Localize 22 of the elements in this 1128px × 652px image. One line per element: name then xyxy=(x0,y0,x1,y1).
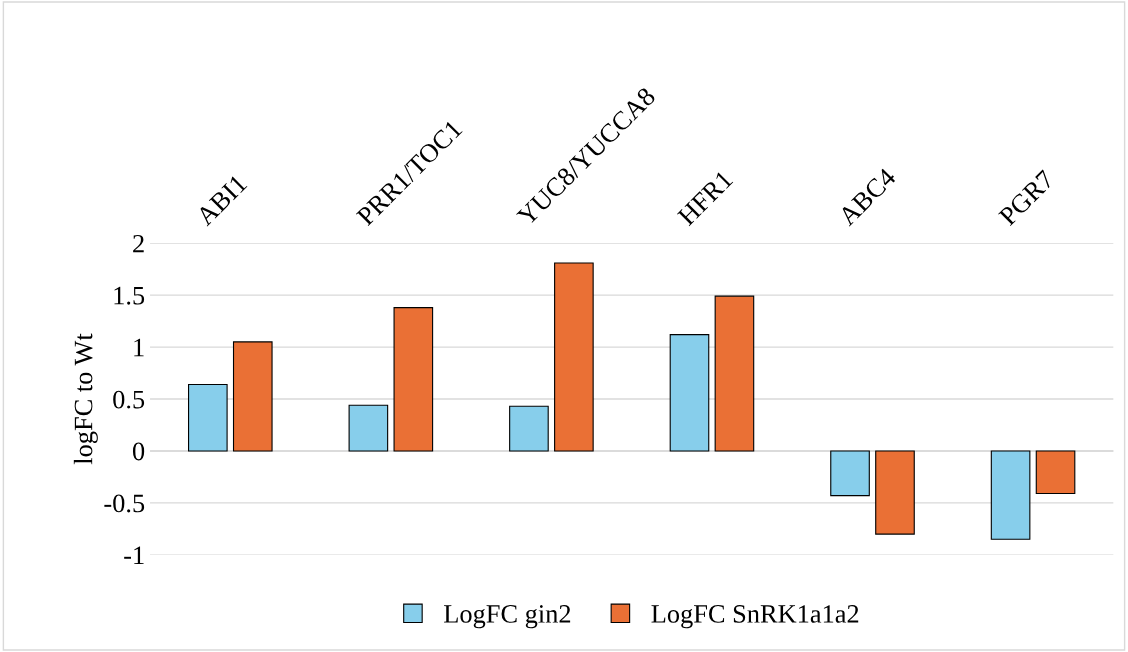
y-tick-label: -0.5 xyxy=(104,494,145,513)
bar xyxy=(1035,450,1076,495)
y-tick-label: -1 xyxy=(124,546,144,565)
bar xyxy=(554,262,594,452)
legend-label: LogFC SnRK1a1a2 xyxy=(651,605,859,629)
bar xyxy=(232,341,273,452)
y-tick-label: 0 xyxy=(132,442,145,461)
y-tick-label: 1 xyxy=(134,338,144,357)
bar xyxy=(875,450,915,535)
y-tick-label: 0.5 xyxy=(113,390,145,409)
bar xyxy=(509,405,549,452)
bar xyxy=(348,404,389,452)
y-tick-label: 2 xyxy=(133,234,144,253)
legend-label: LogFC gin2 xyxy=(444,605,571,629)
y-tick-label: 1.5 xyxy=(114,286,145,305)
bar xyxy=(669,334,710,452)
bar xyxy=(714,295,755,452)
bar xyxy=(990,450,1031,540)
bar xyxy=(393,307,434,452)
bar xyxy=(830,450,870,497)
y-axis-title: logFC to Wt xyxy=(73,333,98,465)
bar xyxy=(188,383,228,452)
